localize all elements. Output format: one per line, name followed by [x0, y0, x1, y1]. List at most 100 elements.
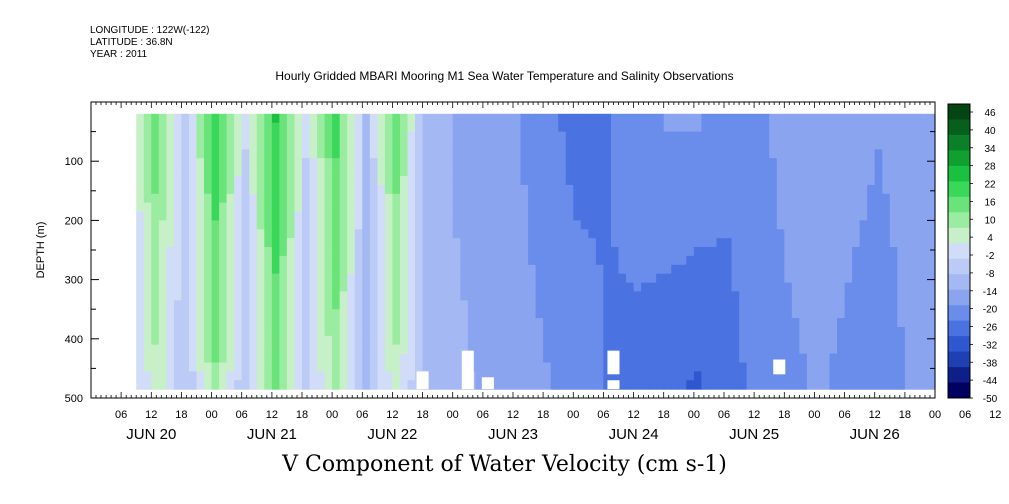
- heatmap-cell: [490, 220, 499, 230]
- heatmap-cell: [234, 282, 243, 293]
- heatmap-cell: [219, 344, 228, 355]
- heatmap-cell: [784, 362, 793, 372]
- heatmap-cell: [211, 327, 220, 337]
- heatmap-cell: [362, 335, 371, 346]
- heatmap-cell: [430, 335, 439, 346]
- heatmap-cell: [256, 202, 265, 213]
- heatmap-cell: [271, 220, 280, 230]
- heatmap-cell: [249, 113, 258, 124]
- heatmap-cell: [354, 184, 363, 195]
- heatmap-cell: [656, 202, 665, 213]
- heatmap-cell: [716, 282, 725, 293]
- heatmap-cell: [671, 176, 680, 186]
- heatmap-cell: [731, 335, 740, 346]
- heatmap-cell: [317, 291, 326, 301]
- heatmap-cell: [784, 344, 793, 355]
- heatmap-cell: [158, 122, 167, 133]
- heatmap-cell: [490, 211, 499, 221]
- heatmap-cell: [829, 247, 838, 257]
- heatmap-cell: [686, 291, 695, 301]
- heatmap-cell: [528, 202, 537, 213]
- heatmap-cell: [241, 255, 250, 266]
- heatmap-cell: [234, 211, 243, 221]
- heatmap-cell: [415, 238, 424, 248]
- heatmap-cell: [520, 255, 529, 266]
- heatmap-cell: [497, 318, 506, 328]
- heatmap-cell: [384, 264, 393, 275]
- heatmap-cell: [927, 202, 936, 213]
- heatmap-cell: [927, 309, 936, 319]
- heatmap-cell: [143, 255, 152, 266]
- heatmap-cell: [776, 176, 785, 186]
- heatmap-cell: [339, 344, 348, 355]
- heatmap-cell: [693, 193, 702, 204]
- heatmap-cell: [204, 264, 213, 275]
- heatmap-cell: [256, 158, 265, 168]
- heatmap-cell: [279, 335, 288, 346]
- heatmap-cell: [490, 353, 499, 364]
- heatmap-cell: [904, 353, 913, 364]
- heatmap-cell: [422, 238, 431, 248]
- heatmap-cell: [739, 291, 748, 301]
- heatmap-cell: [912, 149, 921, 159]
- heatmap-cell: [339, 131, 348, 142]
- heatmap-cell: [927, 149, 936, 159]
- heatmap-cell: [279, 362, 288, 372]
- heatmap-cell: [204, 247, 213, 257]
- heatmap-cell: [678, 220, 687, 230]
- heatmap-cell: [595, 176, 604, 186]
- heatmap-cell: [904, 335, 913, 346]
- heatmap-cell: [143, 380, 152, 390]
- heatmap-cell: [452, 193, 461, 204]
- heatmap-cell: [497, 309, 506, 319]
- heatmap-cell: [324, 113, 333, 124]
- heatmap-cell: [166, 211, 175, 221]
- heatmap-cell: [362, 176, 371, 186]
- heatmap-cell: [158, 344, 167, 355]
- heatmap-cell: [528, 255, 537, 266]
- heatmap-cell: [897, 176, 906, 186]
- heatmap-cell: [633, 211, 642, 221]
- heatmap-cell: [166, 282, 175, 293]
- heatmap-cell: [701, 184, 710, 195]
- heatmap-cell: [573, 300, 582, 310]
- heatmap-cell: [535, 140, 544, 150]
- heatmap-cell: [754, 291, 763, 301]
- heatmap-cell: [332, 122, 341, 133]
- heatmap-cell: [724, 318, 733, 328]
- heatmap-cell: [844, 273, 853, 284]
- heatmap-cell: [339, 149, 348, 159]
- heatmap-cell: [708, 184, 717, 195]
- heatmap-cell: [181, 140, 190, 150]
- heatmap-cell: [294, 238, 303, 248]
- heatmap-cell: [912, 371, 921, 381]
- heatmap-cell: [595, 122, 604, 133]
- x-hour-label: 06: [597, 409, 609, 421]
- heatmap-cell: [189, 300, 198, 310]
- heatmap-cell: [497, 273, 506, 284]
- heatmap-cell: [347, 344, 356, 355]
- heatmap-cell: [158, 176, 167, 186]
- heatmap-cell: [769, 255, 778, 266]
- heatmap-cell: [204, 291, 213, 301]
- heatmap-cell: [626, 380, 635, 390]
- heatmap-cell: [324, 353, 333, 364]
- heatmap-cell: [904, 158, 913, 168]
- heatmap-cell: [302, 264, 311, 275]
- heatmap-cell: [497, 167, 506, 177]
- heatmap-cell: [513, 220, 522, 230]
- heatmap-cell: [384, 291, 393, 301]
- heatmap-cell: [354, 380, 363, 390]
- heatmap-cell: [400, 273, 409, 284]
- heatmap-cell: [882, 282, 891, 293]
- heatmap-cell: [852, 113, 861, 124]
- heatmap-cell: [317, 184, 326, 195]
- heatmap-cell: [867, 113, 876, 124]
- heatmap-cell: [708, 335, 717, 346]
- heatmap-cell: [467, 344, 476, 355]
- heatmap-cell: [211, 273, 220, 284]
- heatmap-cell: [294, 309, 303, 319]
- heatmap-cell: [754, 238, 763, 248]
- heatmap-cell: [535, 264, 544, 275]
- heatmap-cell: [317, 113, 326, 124]
